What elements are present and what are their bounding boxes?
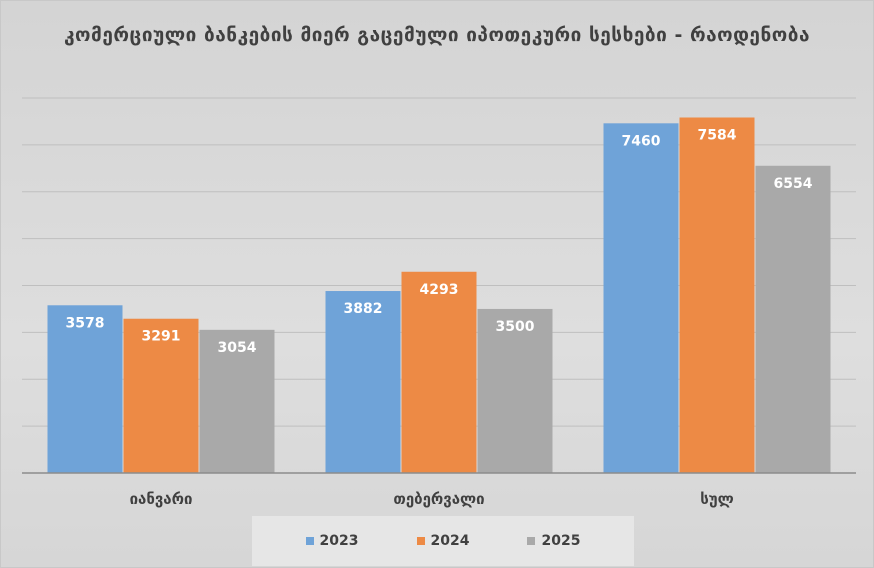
legend-swatch	[416, 537, 425, 545]
legend-label: 2025	[541, 533, 581, 549]
chart-title: კომერციული ბანკების მიერ გაცემული იპოთეკ…	[64, 24, 810, 46]
legend-label: 2023	[319, 533, 359, 549]
legend: 2023 2024 2025	[252, 516, 634, 566]
bar-2023-3	[603, 123, 679, 473]
data-label: 7460	[622, 133, 661, 149]
bar-2024-2	[401, 271, 477, 473]
legend-item-2025: 2025	[527, 533, 580, 549]
legend-item-2024: 2024	[416, 533, 470, 549]
bar-2025-2	[477, 308, 553, 473]
x-tick-label: იანვარი	[130, 490, 193, 508]
data-label: 4293	[420, 282, 459, 298]
legend-swatch	[527, 537, 536, 545]
bar-2025-3	[755, 165, 831, 473]
x-tick-label: თებერვალი	[393, 490, 484, 508]
bar-2024-1	[123, 318, 199, 473]
data-label: 3578	[66, 315, 105, 331]
bar-2023-1	[47, 305, 123, 473]
bar-2024-3	[679, 117, 755, 473]
data-label: 3054	[218, 340, 257, 356]
legend-item-2023: 2023	[305, 533, 359, 549]
data-label: 6554	[774, 176, 813, 192]
data-label: 3882	[344, 301, 383, 317]
data-label: 3500	[496, 319, 535, 335]
legend-label: 2024	[430, 533, 470, 549]
data-label: 3291	[142, 329, 181, 345]
legend-swatch	[305, 537, 314, 545]
bar-2025-1	[199, 329, 275, 473]
x-tick-label: სულ	[700, 490, 734, 508]
data-label: 7584	[698, 128, 737, 144]
bar-2023-2	[325, 291, 401, 473]
